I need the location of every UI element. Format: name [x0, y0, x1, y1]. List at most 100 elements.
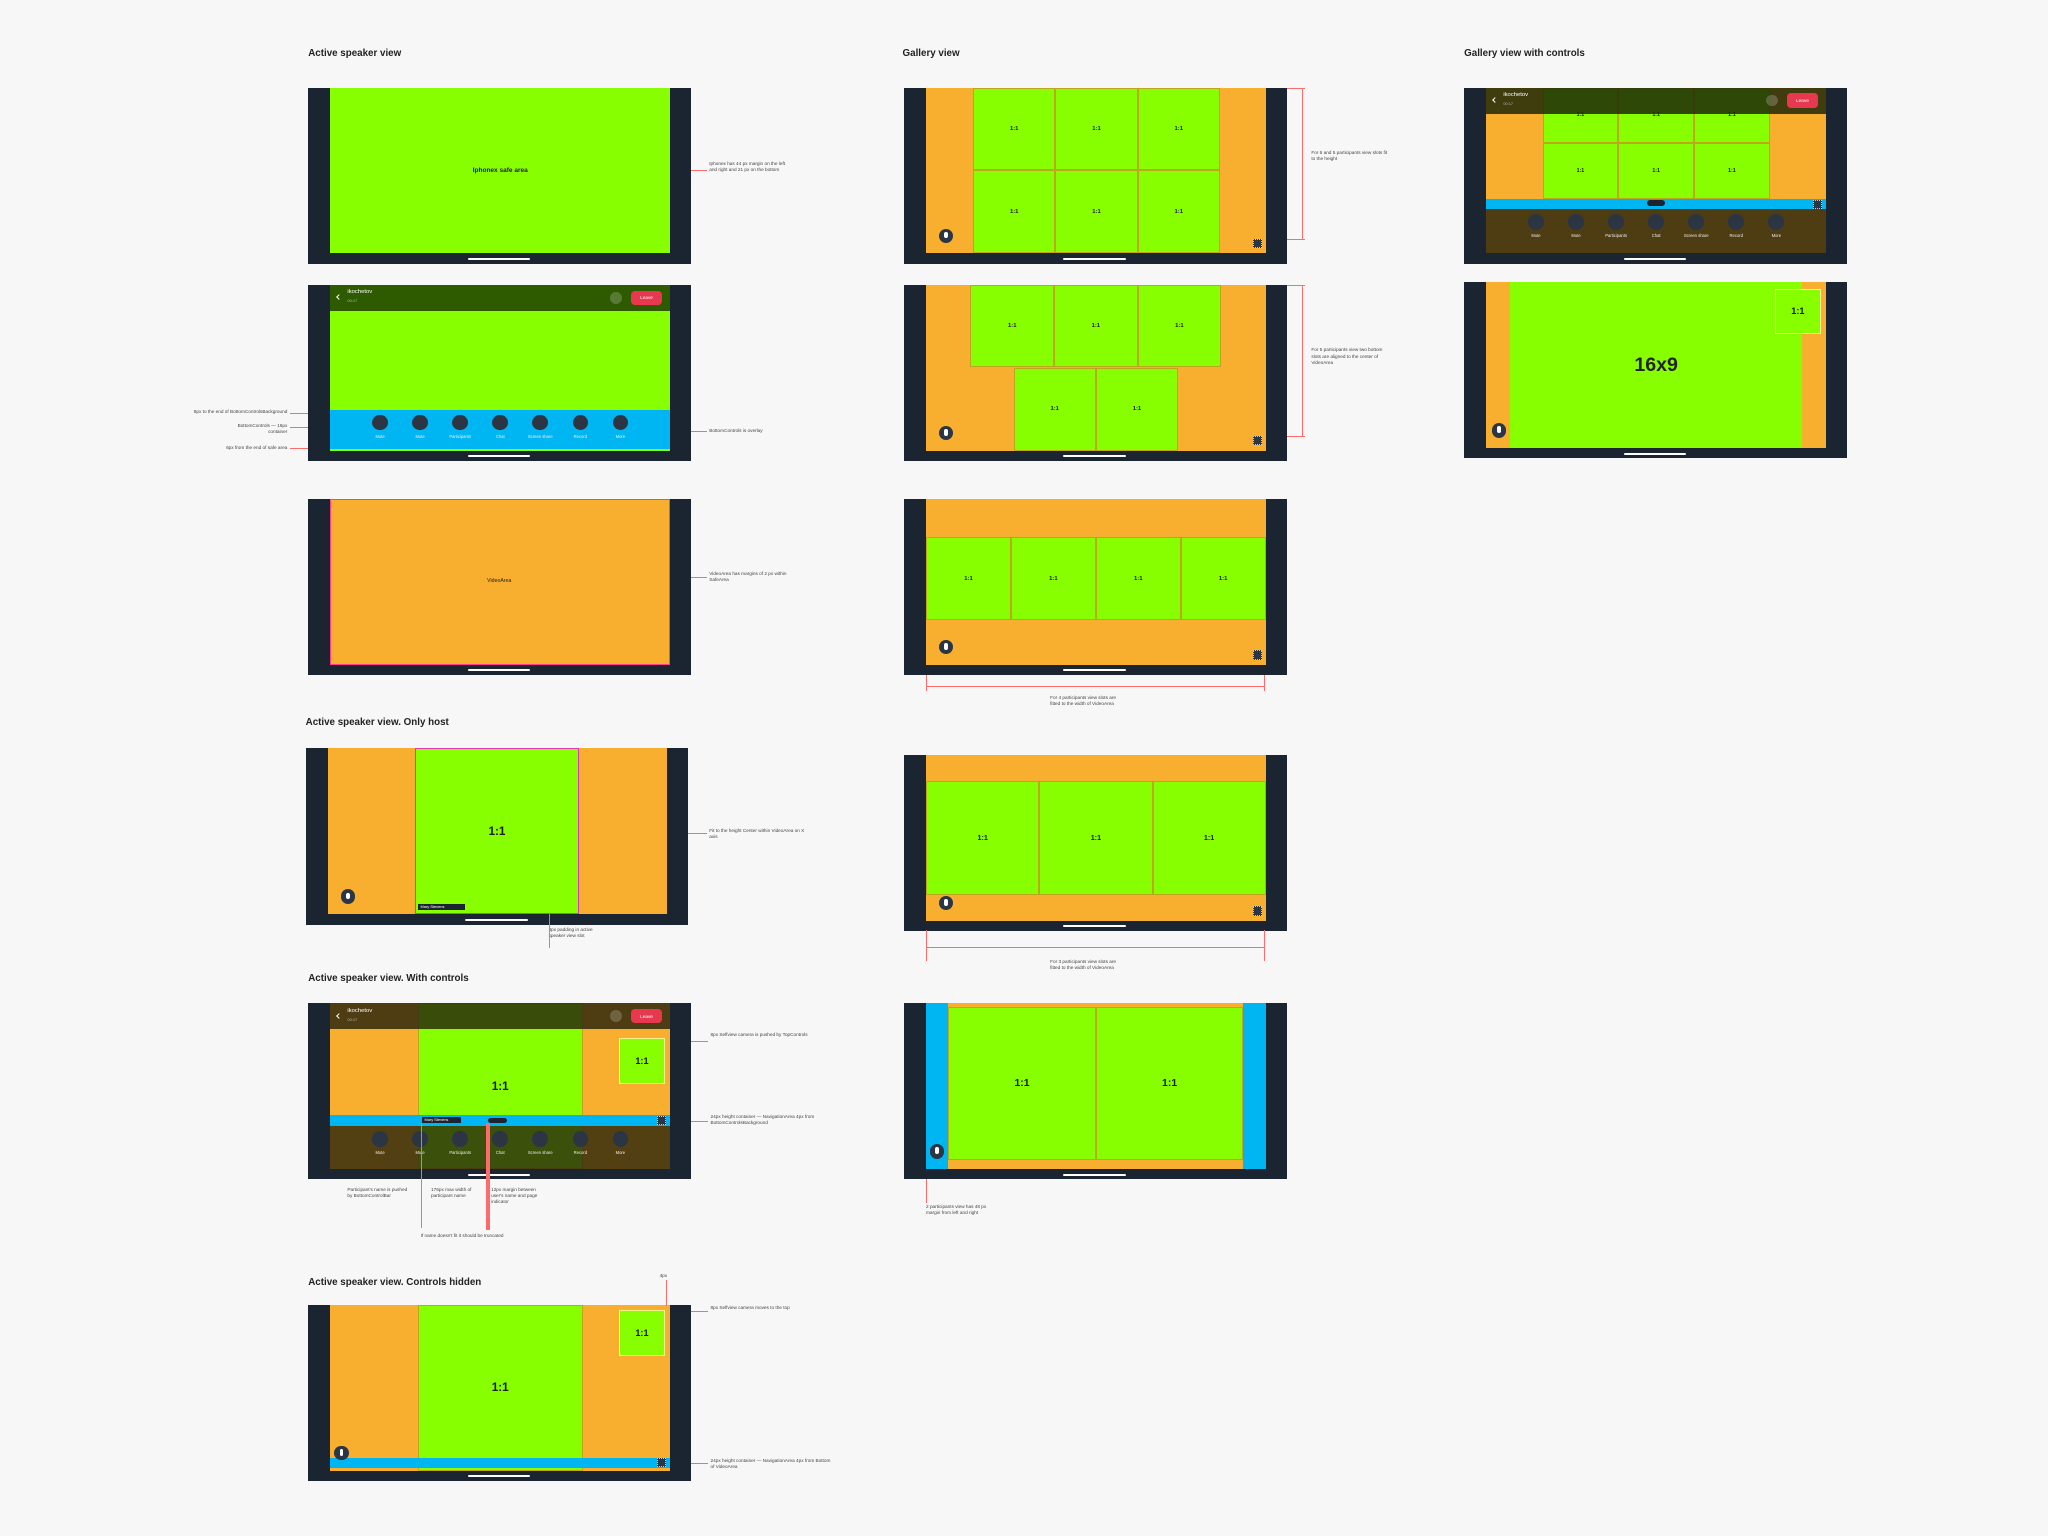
mic-icon [944, 899, 949, 906]
measure-line [289, 427, 309, 428]
mic-button [334, 1445, 349, 1461]
measure-line [485, 1123, 490, 1231]
phone-frame: 1:1 1:1 1:1 [903, 754, 1287, 932]
user-name: ikochetov [347, 289, 373, 296]
navigation-area [330, 1457, 671, 1469]
video-slot: 1:1 [619, 1038, 665, 1085]
home-indicator [467, 669, 531, 672]
annotation: BottomControls — 16px container [237, 423, 288, 435]
section-title: Active speaker view. Controls hidden [308, 1277, 482, 1289]
phone-frame: Iphonex safe area [308, 87, 691, 264]
measure-line [1302, 284, 1303, 437]
phone-frame: 16x9 1:1 [1464, 282, 1847, 459]
home-indicator [1623, 452, 1687, 455]
measure-line [1264, 929, 1265, 962]
safe-area: 1:1 Mary Stevens [327, 748, 668, 915]
back-icon [336, 294, 342, 300]
video-slot: 1:1 [1055, 170, 1138, 254]
annotation: 24px height container — NavigationArea 4… [710, 1457, 831, 1469]
video-area-label: VideoArea [487, 577, 512, 584]
measure-line [420, 1123, 422, 1228]
safe-area: 1:1 ikochetov 00:17 Leave 1:1 Mary Stevens Mut… [330, 1003, 671, 1169]
mic-icon [935, 1147, 940, 1154]
video-slot: 1:1 [1137, 87, 1220, 171]
safe-area-label: Iphonex safe area [472, 166, 528, 174]
control-label: Mute [375, 1150, 385, 1156]
home-indicator [467, 257, 531, 261]
side-margin [1243, 1003, 1266, 1169]
control-icon [532, 414, 549, 431]
control-icon [492, 414, 509, 431]
measure-line [1286, 436, 1305, 437]
video-slot: 1:1 [1152, 781, 1266, 895]
speaker-icon [609, 1010, 622, 1023]
mic-icon [1496, 426, 1501, 433]
measure-line [690, 1040, 708, 1042]
mic-button [939, 895, 954, 911]
mic-button [929, 1144, 945, 1159]
control-label: Record [573, 433, 588, 439]
measure-line [926, 929, 927, 962]
annotation: For 3 participants view slots are fitted… [1050, 958, 1117, 970]
video-slot: 1:1 [1618, 143, 1695, 199]
control-label: More [615, 433, 626, 439]
phone-frame: 1:1 Mary Stevens [305, 748, 689, 925]
control-label: Chat [495, 433, 505, 439]
safe-area: 16x9 1:1 [1486, 282, 1826, 448]
control-icon [1688, 214, 1705, 230]
control-icon [612, 414, 629, 431]
measure-line [690, 1120, 708, 1122]
mic-button [939, 425, 954, 441]
control-label: Screen share [527, 1150, 553, 1156]
safe-area: 1:1 1:1 [926, 1003, 1266, 1169]
video-slot: 1:1 [1013, 368, 1096, 451]
home-indicator [1063, 925, 1126, 928]
control-label: Screen share [1683, 233, 1709, 239]
video-slot: 1:1 [926, 536, 1011, 621]
measure-line [926, 675, 927, 691]
control-icon [492, 1131, 509, 1147]
top-controls: ikochetov 00:17 Leave [330, 1003, 671, 1030]
control-label: Record [573, 1150, 588, 1156]
annotation: 2 participants view has 48 px margin fro… [926, 1204, 987, 1216]
phone-frame: VideoArea [308, 498, 691, 676]
control-label: Participants [449, 1150, 472, 1156]
control-icon [532, 1131, 549, 1147]
home-indicator [467, 1173, 531, 1176]
call-time: 00:17 [347, 298, 358, 304]
safe-area: ikochetov 00:17 Leave Mute Mute Participants C… [330, 284, 671, 451]
top-controls: ikochetov 00:17 Leave [1486, 87, 1826, 114]
video-slot: 1:1 [1055, 87, 1138, 171]
control-label: More [615, 1150, 626, 1156]
annotation: 8px Selfview camera is pushed by TopCont… [710, 1031, 808, 1037]
control-icon [1728, 214, 1745, 230]
video-slot: 1:1 [1095, 368, 1179, 451]
section-title: Active speaker view. With controls [308, 973, 469, 985]
annotation: 8px Selfview camera moves to the top [710, 1304, 790, 1310]
mic-icon [944, 429, 949, 436]
grid-icon [1252, 906, 1262, 916]
annotation: 176px max width of participant name [431, 1187, 472, 1199]
control-label: Chat [1651, 233, 1661, 239]
participant-name: Mary Stevens [417, 903, 465, 911]
control-label: Participants [449, 433, 472, 439]
control-icon [1768, 214, 1785, 230]
control-label: Record [1729, 233, 1743, 239]
measure-line [1264, 675, 1265, 691]
video-slot: 1:1 [1095, 1007, 1244, 1160]
annotation: 4px [659, 1273, 668, 1279]
speaker-icon [1765, 94, 1778, 107]
control-label: More [1771, 233, 1782, 239]
control-icon [572, 414, 589, 431]
home-indicator [464, 918, 528, 921]
wide-slot: 16x9 [1509, 282, 1803, 448]
video-slot: 1:1 [1137, 170, 1220, 254]
bottom-controls: Mute Mute Participants Chat Screen share Reco… [330, 410, 671, 450]
page-indicator [488, 1118, 507, 1124]
video-slot: 1:1 [1095, 536, 1181, 621]
measure-line [666, 1280, 667, 1307]
grid-icon [656, 1458, 667, 1468]
annotation: 6px from the end of safe area [226, 445, 288, 451]
measure-line [289, 412, 309, 414]
side-margin [926, 1003, 949, 1169]
